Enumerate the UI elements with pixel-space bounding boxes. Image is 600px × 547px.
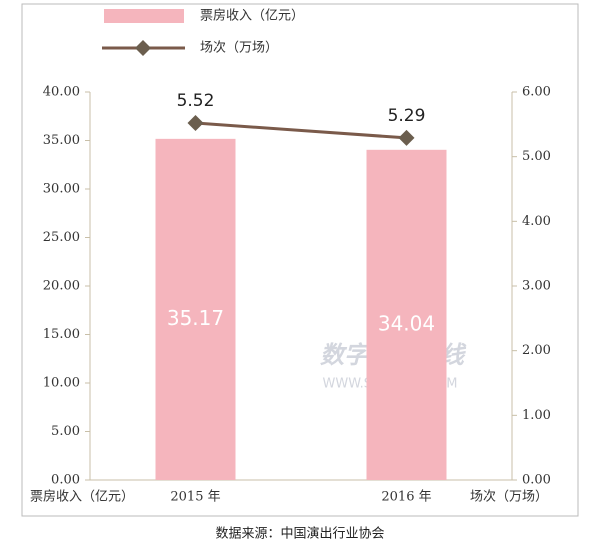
line-marker <box>398 129 415 146</box>
y-axis-label: 票房收入（亿元） <box>30 489 134 505</box>
y-tick-label: 25.00 <box>43 230 80 245</box>
line <box>195 121 407 140</box>
legend-marker <box>135 40 151 56</box>
y2-tick-label: 6.00 <box>522 85 551 100</box>
bar-value-label: 34.04 <box>378 311 435 335</box>
y-tick-label: 15.00 <box>43 327 80 342</box>
y-tick-label: 20.00 <box>43 279 80 294</box>
line-marker <box>187 115 204 132</box>
y-tick-label: 40.00 <box>43 85 80 100</box>
y2-axis-label: 场次（万场） <box>470 489 548 505</box>
x-tick-label: 2016 年 <box>381 490 431 505</box>
y-tick-label: 35.00 <box>43 133 80 148</box>
y2-tick-label: 5.00 <box>522 149 551 164</box>
line-value-label: 5.29 <box>388 106 426 126</box>
legend-label: 场次（万场） <box>200 40 278 56</box>
y2-tick-label: 1.00 <box>522 408 551 423</box>
y-tick-label: 5.00 <box>51 424 80 439</box>
x-tick-label: 2015 年 <box>170 490 220 505</box>
bar <box>155 138 236 480</box>
y2-tick-label: 0.00 <box>522 473 551 488</box>
y-tick-label: 0.00 <box>51 473 80 488</box>
y-tick-label: 30.00 <box>43 182 80 197</box>
y2-tick-label: 4.00 <box>522 214 551 229</box>
legend-label: 票房收入（亿元） <box>200 8 304 24</box>
chart-frame <box>21 3 579 517</box>
legend-swatch <box>104 9 184 23</box>
y2-tick-label: 2.00 <box>522 343 551 358</box>
line-value-label: 5.52 <box>177 91 215 111</box>
bar-value-label: 35.17 <box>167 306 224 330</box>
y2-tick-label: 3.00 <box>522 279 551 294</box>
source-note: 数据来源：中国演出行业协会 <box>215 526 384 542</box>
bar <box>366 149 447 480</box>
y-tick-label: 10.00 <box>43 376 80 391</box>
